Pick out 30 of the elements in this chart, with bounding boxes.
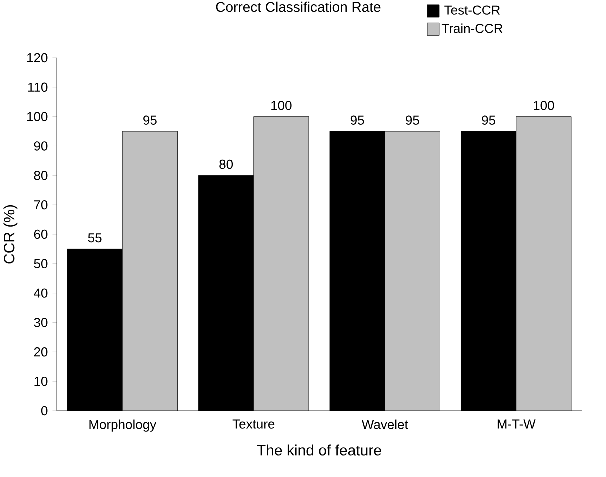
data-label: 55	[88, 234, 102, 243]
y-tick-label: 90	[34, 142, 48, 151]
data-label: 95	[406, 116, 420, 125]
y-tick-label: 80	[34, 171, 48, 180]
data-label: 95	[350, 116, 364, 125]
data-label: 100	[272, 101, 292, 110]
y-tick-label: 20	[34, 348, 48, 357]
y-tick-label: 10	[34, 376, 48, 386]
y-axis-title: CCR (%)	[4, 205, 18, 264]
legend-label: Train-CCR	[442, 24, 503, 34]
x-axis-title: The kind of feature	[257, 444, 382, 456]
y-tick-label: 50	[34, 259, 48, 269]
legend-label: Test-CCR	[444, 6, 500, 15]
y-tick-label: 0	[41, 406, 48, 416]
data-label: 95	[482, 116, 496, 125]
data-label: 100	[534, 101, 554, 110]
data-label: 80	[220, 160, 234, 170]
y-tick-label: 60	[34, 230, 48, 240]
chart-title: Correct Classification Rate	[216, 2, 381, 12]
x-tick-label: Texture	[232, 420, 275, 429]
x-tick-label: Wavelet	[362, 420, 408, 430]
y-tick-label: 30	[34, 318, 48, 328]
y-tick-label: 70	[34, 200, 48, 210]
data-label: 95	[144, 116, 157, 125]
y-tick-label: 110	[28, 82, 48, 92]
y-tick-label: 120	[28, 53, 48, 63]
y-tick-label: 100	[28, 112, 48, 122]
x-tick-label: Morphology	[90, 420, 157, 432]
x-tick-label: M-T-W	[498, 420, 536, 429]
y-tick-label: 40	[34, 288, 48, 298]
